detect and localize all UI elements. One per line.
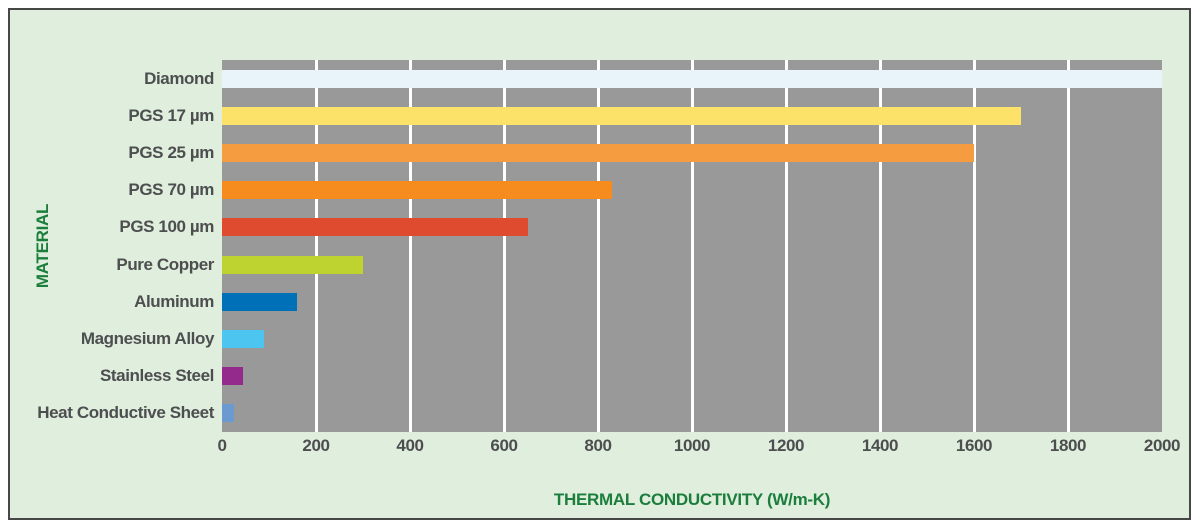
gridline-1200 (784, 60, 788, 432)
bar-row (222, 358, 1162, 395)
category-label: Pure Copper (116, 254, 214, 274)
x-axis-ticks: 0 200 400 600 800 1000 1200 1400 1600 1800 2000 (217, 436, 1180, 456)
category-labels-column: Diamond PGS 17 µm PGS 25 µm PGS 70 µm PGS 10… (24, 60, 214, 432)
category-label: Stainless Steel (99, 366, 214, 386)
bar-aluminum (222, 292, 298, 311)
category-label: PGS 17 µm (128, 105, 214, 125)
x-tick-label-600: 600 (490, 436, 518, 455)
bar-row (222, 395, 1162, 432)
bar-row (222, 134, 1162, 171)
gridline-1400 (878, 60, 882, 432)
category-label: PGS 25 µm (128, 143, 214, 162)
x-tick-label-800: 800 (584, 436, 612, 455)
gridline-800 (596, 60, 600, 432)
category-label: Diamond (144, 68, 214, 88)
bar-row (222, 320, 1162, 357)
bars-layer (222, 60, 1162, 432)
x-tick-label-2000: 2000 (1143, 436, 1181, 455)
x-tick-label-1600: 1600 (955, 436, 993, 455)
category-label: Heat Conductive Sheet (37, 403, 214, 423)
gridline-400 (408, 60, 412, 432)
bar-pgs-25-m (222, 144, 974, 162)
category-label: Magnesium Alloy (80, 329, 215, 349)
bar-stainless-steel (222, 367, 244, 386)
x-tick-label-1800: 1800 (1049, 436, 1087, 455)
gridline-600 (502, 60, 506, 432)
x-tick-label-200: 200 (302, 436, 330, 455)
bar-row (222, 97, 1162, 134)
bar-row (222, 172, 1162, 209)
gridline-1800 (1066, 60, 1070, 432)
bar-pgs-100-m (222, 218, 528, 237)
bar-row (222, 60, 1162, 97)
x-tick-label-1000: 1000 (673, 436, 711, 455)
bar-pgs-17-m (222, 106, 1021, 125)
gridline-200 (314, 60, 318, 432)
category-label: PGS 100 µm (119, 217, 214, 237)
x-tick-label-0: 0 (217, 436, 227, 455)
bar-magnesium-alloy (222, 330, 265, 349)
bar-row (222, 209, 1162, 246)
gridline-1000 (690, 60, 694, 432)
bar-heat-conductive-sheet (222, 404, 234, 423)
bar-row (222, 283, 1162, 320)
bar-pgs-70-m (222, 181, 613, 200)
x-tick-label-400: 400 (396, 436, 424, 455)
x-axis-title: THERMAL CONDUCTIVITY (W/m-K) (553, 490, 831, 509)
chart-panel: MATERIAL Diamond PGS 17 µm PGS 25 µm PGS 70… (8, 8, 1191, 520)
x-tick-label-1400: 1400 (861, 436, 899, 455)
bar-row (222, 246, 1162, 283)
bar-pure-copper (222, 255, 363, 274)
category-label: Aluminum (134, 291, 214, 311)
category-label: PGS 70 µm (128, 180, 214, 200)
plot-area (222, 60, 1162, 432)
gridline-1600 (972, 60, 976, 432)
x-tick-label-1200: 1200 (767, 436, 805, 455)
bar-diamond (222, 69, 1162, 88)
